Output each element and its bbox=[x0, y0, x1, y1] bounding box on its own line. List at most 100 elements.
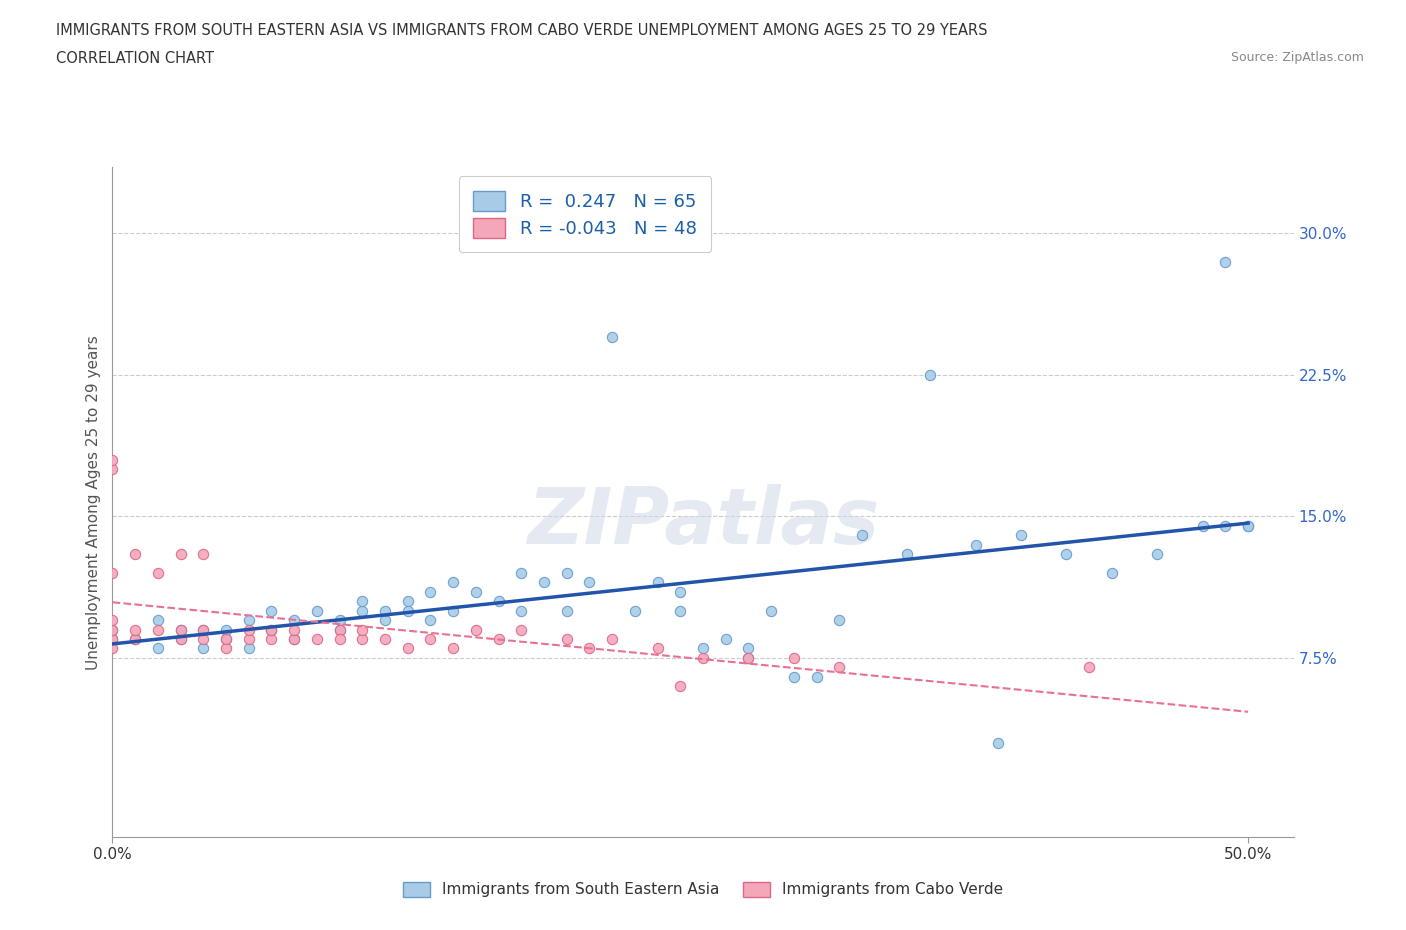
Point bbox=[828, 613, 851, 628]
Point bbox=[329, 622, 352, 637]
Point bbox=[737, 641, 759, 656]
Point bbox=[215, 641, 238, 656]
Point bbox=[169, 631, 191, 646]
Point bbox=[419, 631, 441, 646]
Point bbox=[374, 631, 396, 646]
Text: CORRELATION CHART: CORRELATION CHART bbox=[56, 51, 214, 66]
Point bbox=[146, 622, 169, 637]
Point bbox=[352, 593, 374, 608]
Point bbox=[238, 622, 260, 637]
Point bbox=[101, 622, 124, 637]
Point bbox=[396, 641, 419, 656]
Point bbox=[1146, 547, 1168, 562]
Point bbox=[510, 604, 533, 618]
Point bbox=[146, 641, 169, 656]
Point bbox=[193, 622, 215, 637]
Point bbox=[193, 641, 215, 656]
Point bbox=[737, 650, 759, 665]
Point bbox=[1215, 254, 1237, 269]
Point bbox=[215, 622, 238, 637]
Text: IMMIGRANTS FROM SOUTH EASTERN ASIA VS IMMIGRANTS FROM CABO VERDE UNEMPLOYMENT AM: IMMIGRANTS FROM SOUTH EASTERN ASIA VS IM… bbox=[56, 23, 988, 38]
Point bbox=[260, 622, 283, 637]
Point bbox=[238, 641, 260, 656]
Point bbox=[851, 527, 873, 542]
Point bbox=[987, 736, 1010, 751]
Point bbox=[374, 604, 396, 618]
Point bbox=[624, 604, 647, 618]
Point bbox=[193, 631, 215, 646]
Point bbox=[647, 575, 669, 590]
Point bbox=[555, 631, 578, 646]
Point bbox=[1215, 518, 1237, 533]
Point bbox=[714, 631, 737, 646]
Point bbox=[101, 641, 124, 656]
Point bbox=[1237, 518, 1260, 533]
Point bbox=[169, 547, 191, 562]
Point bbox=[238, 631, 260, 646]
Point bbox=[193, 622, 215, 637]
Point bbox=[419, 613, 441, 628]
Point bbox=[737, 650, 759, 665]
Point bbox=[101, 462, 124, 477]
Point bbox=[101, 631, 124, 646]
Point bbox=[169, 622, 191, 637]
Point bbox=[283, 631, 305, 646]
Point bbox=[260, 631, 283, 646]
Point bbox=[329, 631, 352, 646]
Text: ZIPatlas: ZIPatlas bbox=[527, 485, 879, 560]
Point bbox=[692, 650, 714, 665]
Y-axis label: Unemployment Among Ages 25 to 29 years: Unemployment Among Ages 25 to 29 years bbox=[86, 335, 101, 670]
Point bbox=[124, 622, 146, 637]
Point bbox=[1054, 547, 1077, 562]
Point bbox=[215, 631, 238, 646]
Point bbox=[283, 622, 305, 637]
Point bbox=[783, 650, 806, 665]
Point bbox=[124, 631, 146, 646]
Point bbox=[533, 575, 555, 590]
Point bbox=[1101, 565, 1123, 580]
Point bbox=[101, 631, 124, 646]
Point bbox=[578, 641, 600, 656]
Point bbox=[896, 547, 918, 562]
Point bbox=[283, 631, 305, 646]
Point bbox=[669, 584, 692, 599]
Point bbox=[146, 565, 169, 580]
Point bbox=[305, 604, 328, 618]
Point bbox=[510, 565, 533, 580]
Point bbox=[965, 538, 987, 552]
Point bbox=[215, 631, 238, 646]
Point bbox=[101, 622, 124, 637]
Legend: Immigrants from South Eastern Asia, Immigrants from Cabo Verde: Immigrants from South Eastern Asia, Immi… bbox=[391, 870, 1015, 910]
Point bbox=[396, 593, 419, 608]
Point bbox=[193, 547, 215, 562]
Point bbox=[806, 670, 828, 684]
Point bbox=[759, 604, 782, 618]
Point bbox=[260, 622, 283, 637]
Point bbox=[101, 565, 124, 580]
Point bbox=[352, 622, 374, 637]
Point bbox=[124, 547, 146, 562]
Point bbox=[669, 679, 692, 694]
Point bbox=[329, 613, 352, 628]
Point bbox=[578, 575, 600, 590]
Point bbox=[600, 631, 623, 646]
Point bbox=[555, 604, 578, 618]
Point bbox=[260, 604, 283, 618]
Point bbox=[169, 631, 191, 646]
Point bbox=[396, 604, 419, 618]
Point bbox=[124, 631, 146, 646]
Point bbox=[101, 613, 124, 628]
Point bbox=[828, 659, 851, 674]
Point bbox=[647, 641, 669, 656]
Point bbox=[374, 613, 396, 628]
Point bbox=[352, 631, 374, 646]
Point bbox=[352, 604, 374, 618]
Point bbox=[555, 565, 578, 580]
Point bbox=[920, 367, 942, 382]
Point bbox=[669, 604, 692, 618]
Point bbox=[419, 584, 441, 599]
Point bbox=[488, 631, 510, 646]
Point bbox=[238, 613, 260, 628]
Point bbox=[1010, 527, 1032, 542]
Point bbox=[464, 622, 486, 637]
